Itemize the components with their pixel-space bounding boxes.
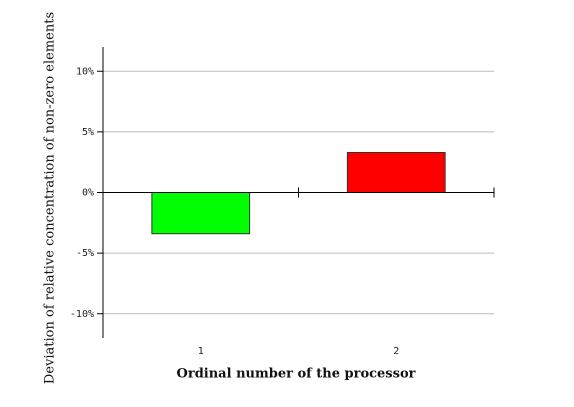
- y-tick-label: 0%: [82, 188, 94, 199]
- y-tick-label: 10%: [76, 66, 94, 77]
- x-tick-label: 1: [198, 346, 204, 357]
- y-tick-label: -10%: [70, 309, 94, 320]
- y-axis-title: Deviation of relative concentration of n…: [43, 12, 58, 384]
- x-axis-title: Ordinal number of the processor: [177, 367, 416, 382]
- y-tick-label: -5%: [76, 248, 94, 259]
- y-tick-label: 5%: [82, 127, 94, 138]
- bar: [151, 192, 251, 235]
- x-tick-label: 2: [393, 346, 399, 357]
- bar: [346, 151, 446, 194]
